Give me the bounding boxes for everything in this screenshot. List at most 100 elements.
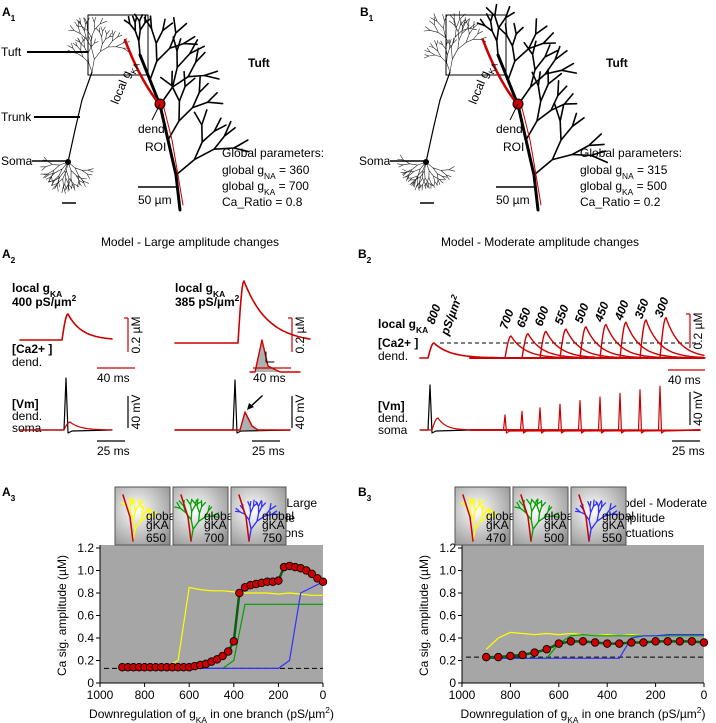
x-tick-label: 0 <box>701 688 708 702</box>
zoom-branch <box>123 13 152 56</box>
soma <box>423 159 429 165</box>
zoom-box <box>445 14 507 76</box>
inset-caption: gKA <box>486 518 509 532</box>
label: soma <box>12 421 42 435</box>
zoom-branch <box>175 109 250 176</box>
text-part: KA <box>128 61 142 75</box>
text-part: pS/µm <box>437 298 463 338</box>
text-part: 2 <box>72 293 77 303</box>
inset-caption: gKA <box>262 518 285 532</box>
x-tick-label: 600 <box>179 688 199 702</box>
local-path <box>521 107 542 206</box>
neuron-tuft <box>423 10 487 73</box>
inset-caption: gKA <box>602 518 625 532</box>
text-part: KA <box>486 61 500 75</box>
text-part: NA <box>264 171 276 181</box>
vm-soma <box>419 384 471 434</box>
text-part: 400 pS/µm <box>12 295 72 309</box>
text-part: global g <box>222 179 264 193</box>
text-part: local g <box>108 69 134 106</box>
neuron-basal <box>67 161 94 188</box>
label: Soma <box>359 154 391 168</box>
x-tick-label: 1000 <box>449 688 476 702</box>
y-axis-label: Ca sig. amplitude (µM) <box>55 555 69 676</box>
y-tick-label: 1.2 <box>77 541 94 555</box>
zoom-title: Tuft <box>248 56 270 70</box>
ca-trace <box>419 342 501 359</box>
scale-label: 0.2 µM <box>293 317 307 354</box>
label: [Ca2+ ] <box>378 336 418 350</box>
scale-label: 40 mV <box>691 391 705 426</box>
zoom-title: Tuft <box>606 56 628 70</box>
param: Ca_Ratio = 0.2 <box>580 195 661 209</box>
neuron-basal <box>424 161 445 189</box>
local-value: 400 pS/µm2 <box>12 293 77 309</box>
local-value: 385 pS/µm2 <box>175 293 240 309</box>
text-part: 2 <box>325 705 330 715</box>
label: dend. <box>378 349 408 363</box>
text-part: KA <box>213 289 225 299</box>
pointer <box>151 103 161 121</box>
neuron-trunk <box>67 71 93 163</box>
vm-dend <box>419 417 471 431</box>
text-part: KA <box>416 325 428 335</box>
inset-branch <box>462 494 474 542</box>
data-point <box>506 651 515 661</box>
text-part: 2 <box>697 705 702 715</box>
data-point <box>639 638 648 647</box>
inset-caption: global <box>602 509 634 523</box>
trace-label: 550 <box>552 303 572 327</box>
vm-dend <box>469 385 701 434</box>
inset-branch <box>238 494 250 542</box>
neuron-tuft <box>68 16 130 73</box>
inset-caption: gKA <box>146 518 169 532</box>
text-part: = 700 <box>275 179 309 193</box>
zoom-branch <box>498 18 557 81</box>
text-part: = 360 <box>276 163 310 177</box>
neuron-tuft <box>66 36 99 73</box>
y-tick-label: 1.0 <box>439 564 456 578</box>
x-tick-label: 600 <box>549 688 569 702</box>
local-label: local gKA <box>378 317 428 335</box>
inset-scale <box>265 351 275 363</box>
data-point <box>235 588 244 598</box>
text-part: KA <box>622 187 634 197</box>
zoom-branch <box>160 70 224 141</box>
ca-trace <box>469 319 705 359</box>
scale-label: 40 ms <box>253 371 286 385</box>
text-part: 2 <box>235 293 240 303</box>
scale-label: 40 mV <box>293 395 307 430</box>
data-point <box>651 637 660 646</box>
text-part: ) <box>701 707 705 721</box>
data-point <box>590 638 600 647</box>
legend-label: 650 <box>146 531 166 545</box>
scale-label: 40 mV <box>129 395 143 430</box>
panel-label: A3 <box>2 485 16 503</box>
label: [Vm] <box>12 397 39 411</box>
panel-label: A1 <box>2 5 16 23</box>
y-tick-label: 0.4 <box>77 631 94 645</box>
vm-dend <box>469 392 701 434</box>
text-part: ) <box>330 707 334 721</box>
label: soma <box>378 423 408 437</box>
text-part: 2 <box>448 293 459 302</box>
scale-label: 40 ms <box>668 373 701 387</box>
scale-label: 0.2 µM <box>129 317 143 354</box>
neuron-basal <box>49 161 72 192</box>
y-tick-label: 0.6 <box>439 609 456 623</box>
zoom-branch <box>525 68 578 141</box>
data-point <box>224 647 233 656</box>
ca-trace <box>469 316 705 359</box>
y-tick-label: 1.2 <box>439 541 456 555</box>
label: [Vm] <box>378 399 405 413</box>
legend-label: 500 <box>544 531 564 545</box>
zoom-branch <box>159 36 220 106</box>
trace-label: 450 <box>591 300 611 325</box>
y-tick-label: 0.8 <box>439 586 456 600</box>
data-point <box>615 639 624 648</box>
spike-fill <box>255 340 280 372</box>
y-tick-label: 0.2 <box>77 654 94 668</box>
text-part: in one branch (pS/µm <box>207 707 325 721</box>
text-part: local g <box>12 281 50 295</box>
vm-soma <box>174 379 291 434</box>
